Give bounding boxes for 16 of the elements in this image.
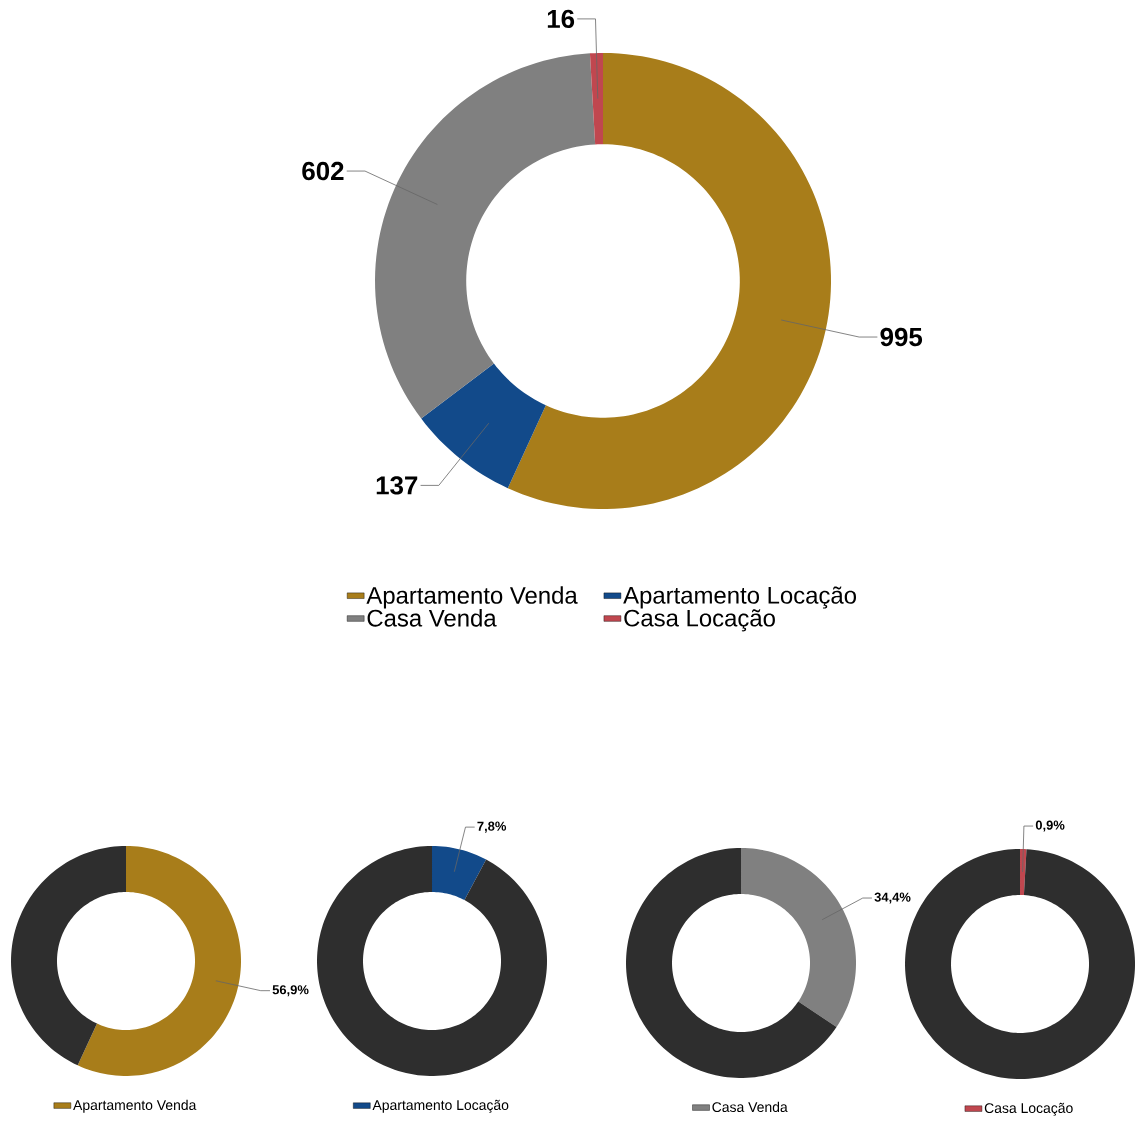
data-label: 34,4% [874,892,911,904]
data-label: 0,9% [1035,820,1065,832]
legend-label: Apartamento Locação [372,1099,509,1113]
legend-label: Casa Locação [624,609,775,632]
legend-label: Casa Locação [984,1102,1073,1116]
data-label: 7,8% [477,821,507,833]
data-label: 16 [547,9,575,29]
data-label: 137 [376,476,418,495]
legend-label: Casa Venda [367,609,497,627]
legend-label: Casa Venda [712,1101,788,1113]
data-label: 602 [302,161,344,181]
data-label: 56,9% [272,985,309,997]
data-label: 995 [880,327,923,347]
legend-label: Apartamento Venda [73,1099,197,1113]
legend-label: Apartamento Venda [366,586,578,609]
legend-label: Apartamento Locação [623,586,857,609]
